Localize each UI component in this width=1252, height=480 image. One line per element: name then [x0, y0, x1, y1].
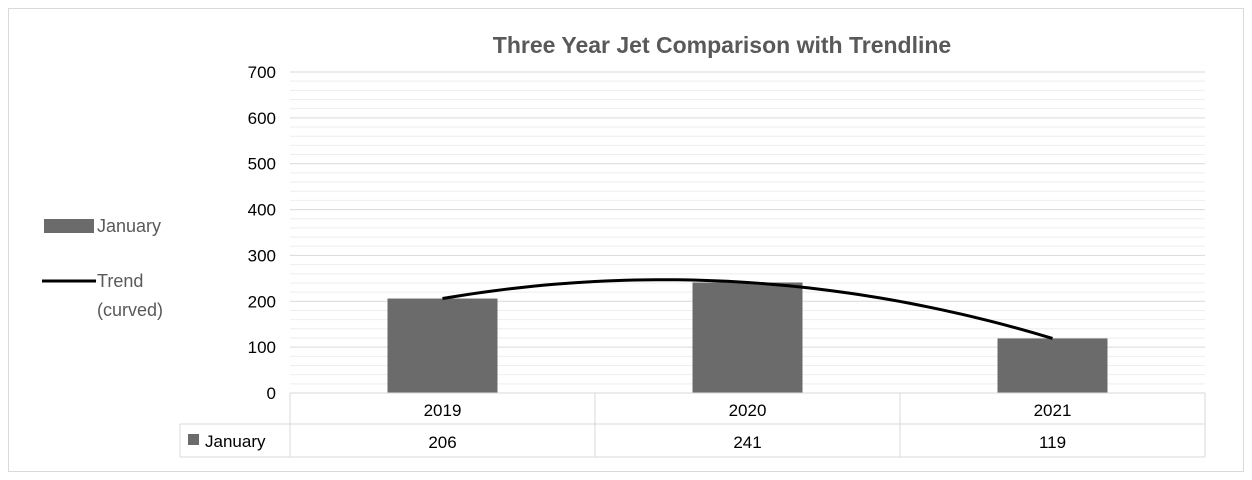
data-table-value: 119 [1039, 433, 1066, 452]
data-table-series-label: January [205, 432, 266, 451]
legend-label-trend: Trend [97, 271, 143, 291]
legend: January Trend (curved) [42, 216, 163, 320]
trendline-path [442, 278, 1053, 340]
y-tick-label: 200 [248, 292, 276, 311]
x-tick-label: 2020 [729, 401, 767, 420]
legend-label-january: January [97, 216, 161, 236]
y-tick-label: 100 [248, 338, 276, 357]
y-tick-label: 600 [248, 109, 276, 128]
bar-series [387, 282, 1108, 393]
legend-swatch-january [44, 219, 94, 233]
chart-frame [8, 8, 1244, 472]
data-table-series-key [188, 434, 199, 445]
y-axis-tick-labels: 0 100 200 300 400 500 600 700 [248, 63, 276, 403]
legend-label-trend-line2: (curved) [97, 300, 163, 320]
bar-2019 [387, 298, 498, 393]
y-tick-label: 500 [248, 155, 276, 174]
y-tick-label: 300 [248, 246, 276, 265]
x-tick-label: 2019 [424, 401, 462, 420]
y-tick-label: 0 [267, 384, 276, 403]
data-table-value: 241 [733, 433, 761, 452]
trendline [442, 278, 1053, 340]
bar-2020 [692, 282, 803, 393]
bar-2021 [997, 338, 1108, 393]
y-tick-label: 400 [248, 201, 276, 220]
data-table: 2019 2020 2021 206 241 119 January [179, 392, 1206, 458]
chart-title: Three Year Jet Comparison with Trendline [493, 32, 951, 58]
data-table-value: 206 [428, 433, 456, 452]
x-tick-label: 2021 [1034, 401, 1072, 420]
y-tick-label: 700 [248, 63, 276, 82]
